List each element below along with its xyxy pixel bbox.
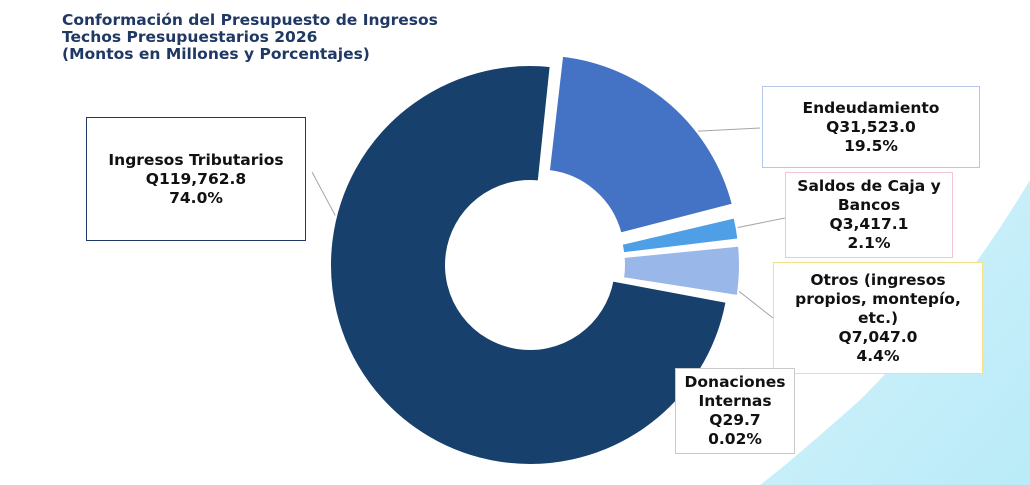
donut-slices — [329, 54, 741, 466]
decorative-wave — [760, 180, 1030, 485]
slice-endeudamiento — [547, 54, 735, 235]
callout-ingresos-tributarios: Ingresos Tributarios Q119,762.8 74.0% — [86, 117, 306, 241]
slice-otros — [621, 244, 741, 298]
callout-value: Q119,762.8 — [145, 169, 247, 188]
callout-label: Endeudamiento — [802, 98, 940, 117]
slice-saldos-caja-bancos — [620, 216, 740, 255]
callout-percent: 2.1% — [847, 234, 891, 252]
callout-label-line-1: Saldos de Caja y — [797, 177, 941, 195]
chart-subtitle-2: (Montos en Millones y Porcentajes) — [62, 45, 370, 63]
callout-donaciones-internas: Donaciones Internas Q29.7 0.02% — [675, 368, 795, 454]
callout-percent: 4.4% — [856, 346, 900, 365]
chart-title: Conformación del Presupuesto de Ingresos — [62, 11, 438, 29]
callout-label-line-2: Bancos — [837, 196, 901, 214]
callout-percent: 0.02% — [708, 430, 762, 448]
callout-percent: 74.0% — [169, 188, 223, 207]
callout-saldos-caja-bancos: Saldos de Caja y Bancos Q3,417.1 2.1% — [785, 172, 953, 258]
callout-label-line-3: etc.) — [857, 308, 899, 327]
callout-label-line-1: Donaciones — [684, 373, 786, 391]
callout-label-line-2: propios, montepío, — [795, 289, 961, 308]
chart-subtitle-1: Techos Presupuestarios 2026 — [62, 28, 318, 46]
callout-value: Q29.7 — [709, 411, 761, 429]
slice-ingresos-tributarios — [329, 64, 728, 466]
callout-label-line-1: Otros (ingresos — [810, 270, 946, 289]
callout-otros: Otros (ingresos propios, montepío, etc.)… — [773, 262, 983, 374]
callout-percent: 19.5% — [844, 136, 898, 155]
chart-title-block: Conformación del Presupuesto de Ingresos… — [62, 12, 438, 63]
callout-value: Q31,523.0 — [826, 117, 916, 136]
callout-endeudamiento: Endeudamiento Q31,523.0 19.5% — [762, 86, 980, 168]
slice-donaciones-internas — [621, 279, 739, 303]
callout-value: Q3,417.1 — [829, 215, 909, 233]
callout-label-line-2: Internas — [698, 392, 772, 410]
callout-label: Ingresos Tributarios — [108, 150, 284, 169]
callout-value: Q7,047.0 — [838, 327, 918, 346]
